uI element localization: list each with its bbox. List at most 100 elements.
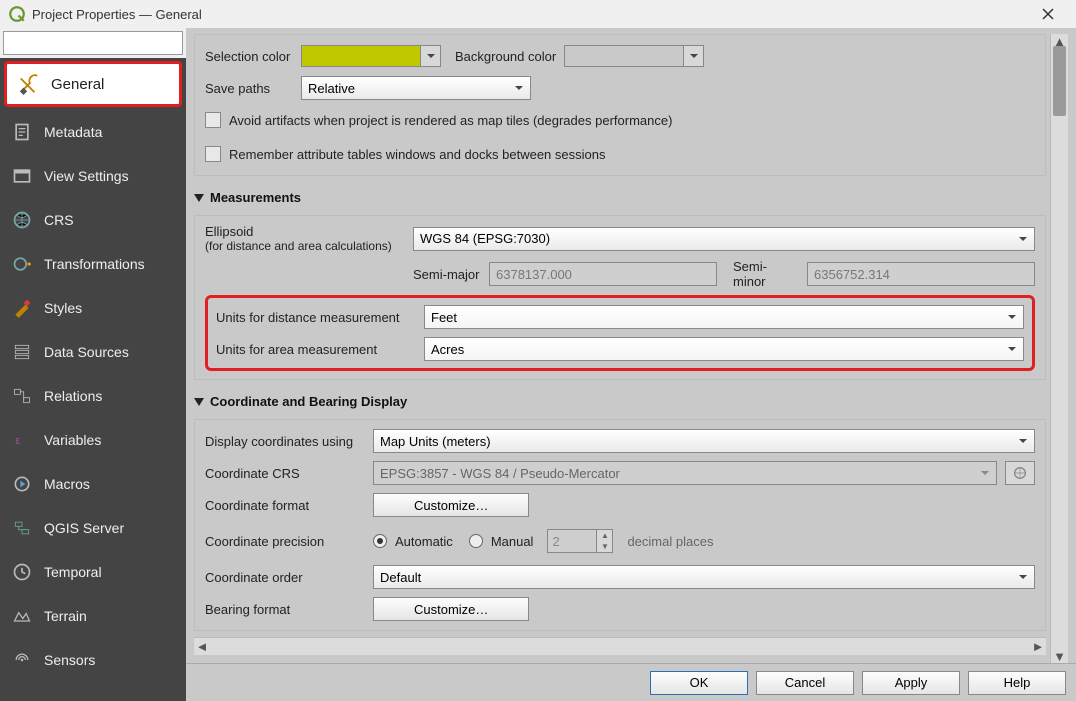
horizontal-scrollbar[interactable]: ◄ ► bbox=[194, 637, 1046, 655]
globe-icon bbox=[10, 208, 34, 232]
coord-format-customize-button[interactable]: Customize… bbox=[373, 493, 529, 517]
chevron-down-icon bbox=[684, 45, 704, 67]
display-coord-combo[interactable]: Map Units (meters) bbox=[373, 429, 1035, 453]
collapse-icon bbox=[194, 194, 204, 202]
precision-value-field bbox=[547, 529, 597, 553]
chevron-down-icon bbox=[1018, 234, 1028, 244]
chevron-down-icon bbox=[514, 83, 524, 93]
help-button[interactable]: Help bbox=[968, 671, 1066, 695]
cancel-button[interactable]: Cancel bbox=[756, 671, 854, 695]
sidebar-item-label: View Settings bbox=[44, 168, 129, 184]
area-units-value: Acres bbox=[431, 342, 464, 357]
sidebar-item-view-settings[interactable]: View Settings bbox=[0, 154, 186, 198]
save-paths-combo[interactable]: Relative bbox=[301, 76, 531, 100]
sidebar-item-metadata[interactable]: Metadata bbox=[0, 110, 186, 154]
sidebar-item-label: Temporal bbox=[44, 564, 102, 580]
sidebar-item-data-sources[interactable]: Data Sources bbox=[0, 330, 186, 374]
crs-picker-button[interactable] bbox=[1005, 461, 1035, 485]
remember-tables-label: Remember attribute tables windows and do… bbox=[229, 147, 605, 162]
sidebar-item-label: QGIS Server bbox=[44, 520, 124, 536]
chevron-down-icon bbox=[1007, 312, 1017, 322]
coord-order-label: Coordinate order bbox=[205, 570, 365, 585]
precision-manual-radio[interactable] bbox=[469, 534, 483, 548]
precision-auto-radio[interactable] bbox=[373, 534, 387, 548]
area-units-combo[interactable]: Acres bbox=[424, 337, 1024, 361]
content-area: Selection color Background color bbox=[186, 28, 1076, 701]
coord-header[interactable]: Coordinate and Bearing Display bbox=[194, 394, 1046, 409]
display-coord-label: Display coordinates using bbox=[205, 434, 365, 449]
ok-button[interactable]: OK bbox=[650, 671, 748, 695]
coord-title: Coordinate and Bearing Display bbox=[210, 394, 407, 409]
globe-icon bbox=[1012, 465, 1028, 481]
dialog-footer: OK Cancel Apply Help bbox=[186, 663, 1076, 701]
sidebar-item-crs[interactable]: CRS bbox=[0, 198, 186, 242]
scroll-down-icon: ▼ bbox=[1051, 649, 1068, 663]
sidebar-item-transformations[interactable]: Transformations bbox=[0, 242, 186, 286]
scrollbar-thumb[interactable] bbox=[1053, 46, 1066, 116]
terrain-icon bbox=[10, 604, 34, 628]
spinner-arrows[interactable]: ▲▼ bbox=[597, 529, 613, 553]
distance-units-combo[interactable]: Feet bbox=[424, 305, 1024, 329]
display-coord-value: Map Units (meters) bbox=[380, 434, 491, 449]
distance-units-value: Feet bbox=[431, 310, 457, 325]
semi-minor-field bbox=[807, 262, 1035, 286]
scroll-right-icon: ► bbox=[1030, 639, 1046, 654]
background-color-button[interactable] bbox=[564, 45, 704, 67]
sidebar-item-relations[interactable]: Relations bbox=[0, 374, 186, 418]
view-icon bbox=[10, 164, 34, 188]
remember-tables-checkbox[interactable] bbox=[205, 146, 221, 162]
bearing-format-label: Bearing format bbox=[205, 602, 365, 617]
sidebar-item-macros[interactable]: Macros bbox=[0, 462, 186, 506]
sidebar-item-general[interactable]: General bbox=[4, 61, 182, 107]
semi-minor-label: Semi-minor bbox=[733, 259, 799, 289]
sidebar-search-input[interactable] bbox=[3, 31, 183, 55]
avoid-artifacts-checkbox[interactable] bbox=[205, 112, 221, 128]
sidebar-item-qgis-server[interactable]: QGIS Server bbox=[0, 506, 186, 550]
bearing-customize-button[interactable]: Customize… bbox=[373, 597, 529, 621]
semi-major-label: Semi-major bbox=[413, 267, 481, 282]
coord-order-value: Default bbox=[380, 570, 421, 585]
sidebar-item-label: Transformations bbox=[44, 256, 145, 272]
close-button[interactable] bbox=[1028, 0, 1068, 28]
measurements-header[interactable]: Measurements bbox=[194, 190, 1046, 205]
sidebar-item-styles[interactable]: Styles bbox=[0, 286, 186, 330]
coord-precision-label: Coordinate precision bbox=[205, 534, 365, 549]
sidebar: General Metadata View Settings CRS Trans… bbox=[0, 28, 186, 701]
sidebar-item-label: Relations bbox=[44, 388, 102, 404]
sidebar-item-variables[interactable]: ε Variables bbox=[0, 418, 186, 462]
database-icon bbox=[10, 340, 34, 364]
sidebar-item-label: General bbox=[51, 76, 104, 93]
sidebar-item-label: Macros bbox=[44, 476, 90, 492]
variables-icon: ε bbox=[10, 428, 34, 452]
sidebar-item-terrain[interactable]: Terrain bbox=[0, 594, 186, 638]
sidebar-item-label: CRS bbox=[44, 212, 74, 228]
apply-button[interactable]: Apply bbox=[862, 671, 960, 695]
general-panel: Selection color Background color bbox=[194, 34, 1046, 176]
svg-text:ε: ε bbox=[15, 435, 20, 447]
sidebar-item-sensors[interactable]: Sensors bbox=[0, 638, 186, 682]
measurements-title: Measurements bbox=[210, 190, 301, 205]
distance-units-label: Units for distance measurement bbox=[216, 310, 416, 325]
measurements-panel: Ellipsoid (for distance and area calcula… bbox=[194, 215, 1046, 380]
coord-crs-label: Coordinate CRS bbox=[205, 466, 365, 481]
collapse-icon bbox=[194, 398, 204, 406]
background-color-swatch bbox=[564, 45, 684, 67]
titlebar: Project Properties — General bbox=[0, 0, 1076, 28]
sidebar-search-wrap bbox=[0, 28, 186, 58]
window-title: Project Properties — General bbox=[32, 7, 1028, 22]
chevron-down-icon bbox=[1018, 572, 1028, 582]
semi-major-field bbox=[489, 262, 717, 286]
coord-order-combo[interactable]: Default bbox=[373, 565, 1035, 589]
document-icon bbox=[10, 120, 34, 144]
sidebar-item-temporal[interactable]: Temporal bbox=[0, 550, 186, 594]
background-color-label: Background color bbox=[455, 49, 556, 64]
chevron-down-icon bbox=[1007, 344, 1017, 354]
clock-icon bbox=[10, 560, 34, 584]
qgis-icon bbox=[8, 5, 26, 23]
selection-color-button[interactable] bbox=[301, 45, 441, 67]
gear-play-icon bbox=[10, 472, 34, 496]
ellipsoid-combo[interactable]: WGS 84 (EPSG:7030) bbox=[413, 227, 1035, 251]
vertical-scrollbar[interactable]: ▲ ▼ bbox=[1050, 34, 1068, 663]
sidebar-item-label: Terrain bbox=[44, 608, 87, 624]
coord-crs-combo: EPSG:3857 - WGS 84 / Pseudo-Mercator bbox=[373, 461, 997, 485]
